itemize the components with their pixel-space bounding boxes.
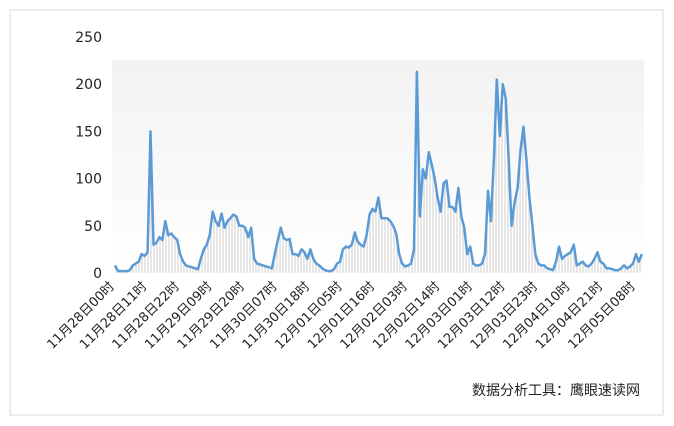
y-tick-label: 200 bbox=[75, 77, 102, 93]
y-tick-label: 0 bbox=[93, 266, 102, 282]
area bbox=[115, 71, 642, 274]
line bbox=[113, 70, 644, 273]
y-tick-label: 50 bbox=[84, 219, 102, 235]
footer: 数据分析工具：鹰眼速读网 bbox=[472, 382, 640, 399]
y-tick-label: 250 bbox=[75, 30, 102, 46]
y-tick-label: 150 bbox=[75, 124, 102, 140]
y-tick-label: 100 bbox=[75, 172, 102, 188]
